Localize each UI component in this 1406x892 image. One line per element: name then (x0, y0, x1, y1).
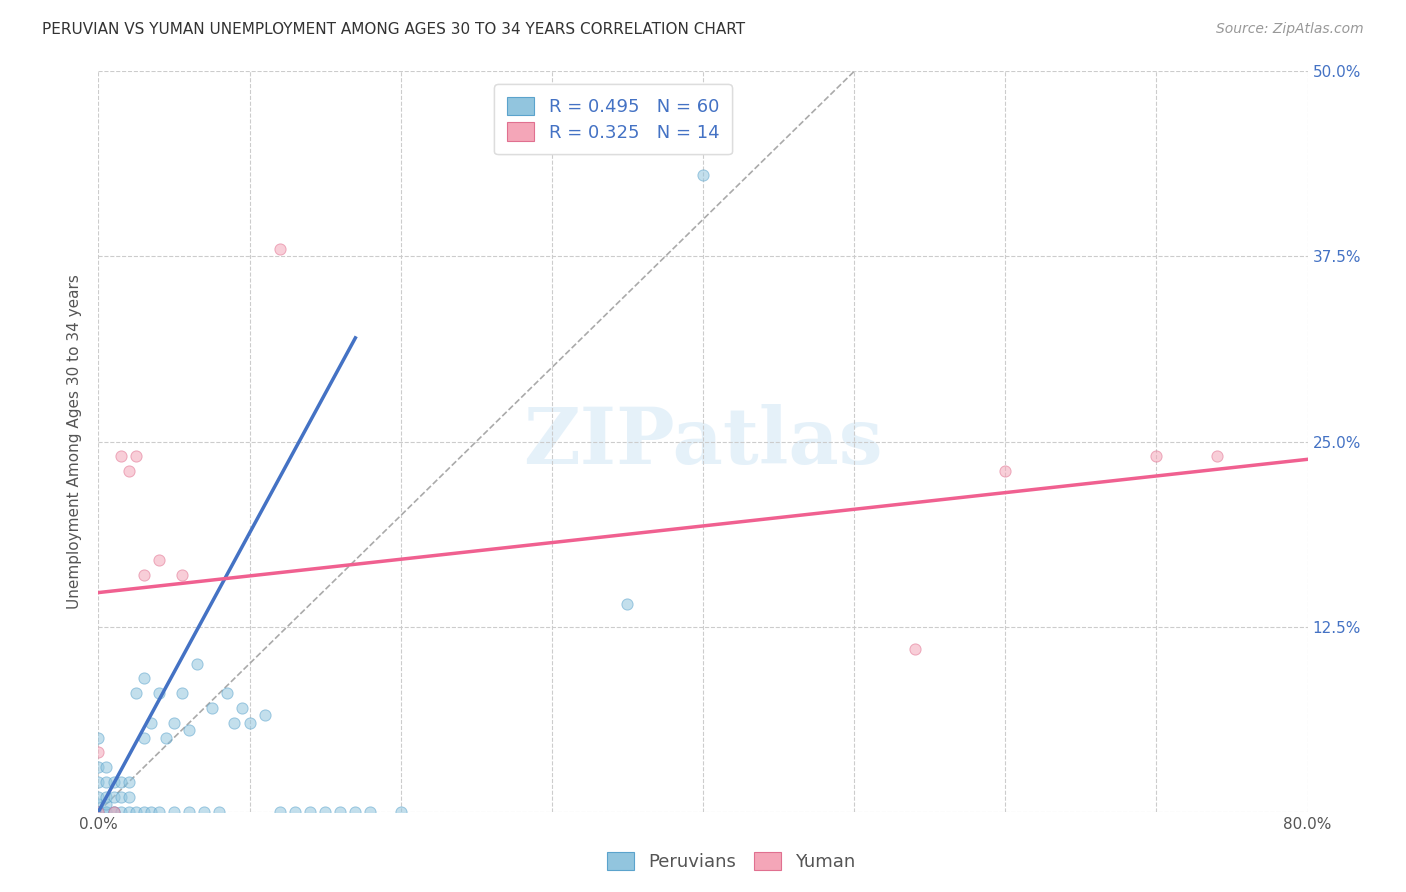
Point (269, 242, 291, 256)
Point (269, 805, 291, 819)
Point (389, 805, 412, 819)
Point (132, 805, 155, 819)
Point (110, 805, 132, 819)
Point (329, 805, 352, 819)
Point (224, 715, 246, 730)
Point (179, 723, 201, 738)
Point (87, 789, 110, 804)
Point (994, 464, 1017, 478)
Point (87, 805, 110, 819)
Point (132, 567, 155, 582)
Point (94, 775, 117, 789)
Point (103, 775, 125, 789)
Point (118, 789, 141, 804)
Point (1206, 450, 1229, 464)
Point (141, 805, 163, 819)
Point (94, 789, 117, 804)
Point (87, 805, 110, 819)
Point (253, 708, 276, 723)
Point (360, 805, 382, 819)
Point (148, 686, 170, 700)
Point (163, 715, 186, 730)
Point (201, 701, 224, 715)
Point (163, 805, 186, 819)
Point (94, 760, 117, 774)
Y-axis label: Unemployment Among Ages 30 to 34 years: Unemployment Among Ages 30 to 34 years (67, 274, 83, 609)
Point (103, 805, 125, 819)
Point (94, 805, 117, 819)
Point (132, 731, 155, 745)
Point (87, 760, 110, 774)
Point (125, 450, 148, 464)
Point (284, 805, 307, 819)
Legend: Peruvians, Yuman: Peruvians, Yuman (599, 845, 863, 879)
Point (118, 775, 141, 789)
Point (103, 805, 125, 819)
Point (179, 805, 201, 819)
Point (87, 746, 110, 760)
Point (103, 789, 125, 804)
Point (118, 805, 141, 819)
Point (904, 641, 927, 656)
Point (239, 715, 262, 730)
Text: PERUVIAN VS YUMAN UNEMPLOYMENT AMONG AGES 30 TO 34 YEARS CORRELATION CHART: PERUVIAN VS YUMAN UNEMPLOYMENT AMONG AGE… (42, 22, 745, 37)
Point (87, 797, 110, 812)
Point (132, 672, 155, 686)
Point (186, 657, 208, 671)
Point (193, 805, 215, 819)
Point (125, 805, 148, 819)
Legend: R = 0.495   N = 60, R = 0.325   N = 14: R = 0.495 N = 60, R = 0.325 N = 14 (495, 84, 731, 154)
Point (110, 789, 132, 804)
Point (692, 168, 714, 182)
Point (87, 805, 110, 819)
Point (148, 553, 170, 567)
Point (110, 775, 132, 789)
Point (94, 805, 117, 819)
Point (125, 686, 148, 700)
Point (344, 805, 367, 819)
Point (616, 598, 638, 612)
Point (103, 805, 125, 819)
Point (87, 731, 110, 745)
Point (1144, 450, 1167, 464)
Text: Source: ZipAtlas.com: Source: ZipAtlas.com (1216, 22, 1364, 37)
Point (118, 464, 141, 478)
Point (215, 686, 238, 700)
Point (208, 805, 231, 819)
Point (170, 686, 193, 700)
Point (87, 775, 110, 789)
Point (141, 715, 163, 730)
Point (94, 797, 117, 812)
Point (155, 731, 177, 745)
Point (87, 805, 110, 819)
Point (87, 805, 110, 819)
Point (87, 805, 110, 819)
Point (148, 805, 170, 819)
Text: ZIPatlas: ZIPatlas (523, 403, 883, 480)
Point (170, 567, 193, 582)
Point (299, 805, 322, 819)
Point (110, 450, 132, 464)
Point (314, 805, 336, 819)
Point (231, 701, 253, 715)
